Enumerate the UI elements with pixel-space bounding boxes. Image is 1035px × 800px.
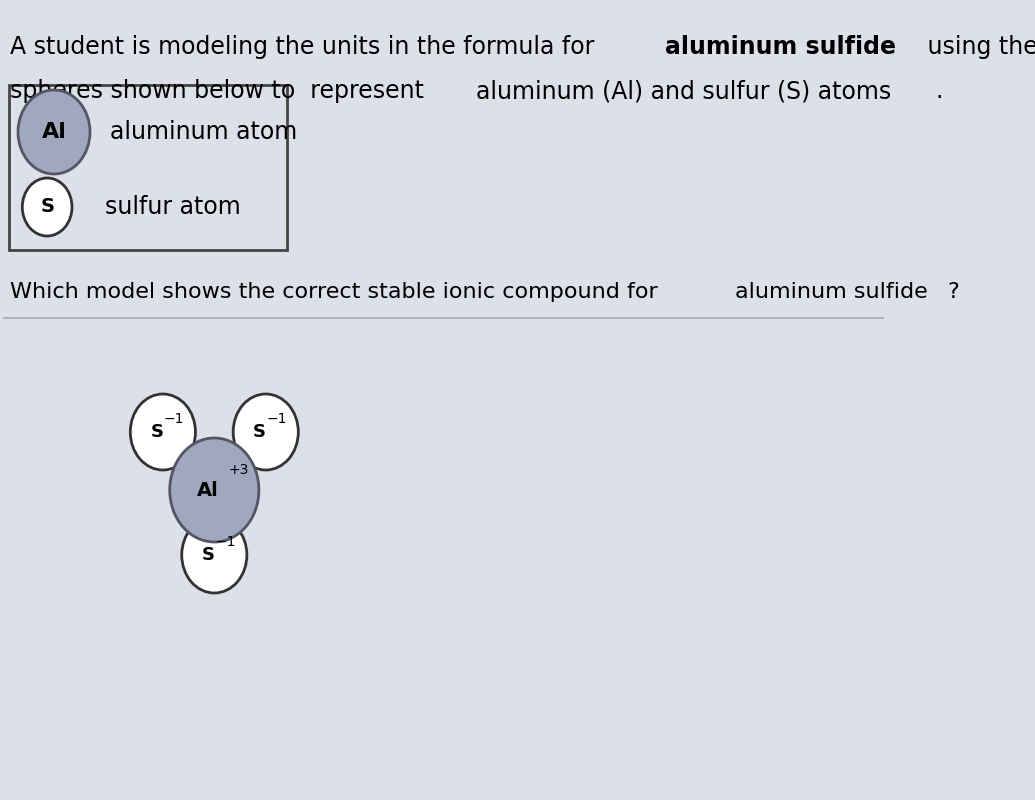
Text: +3: +3 [228,463,248,477]
Text: .: . [936,79,943,103]
Text: aluminum atom: aluminum atom [110,120,297,144]
Text: S: S [202,546,215,564]
Circle shape [23,178,72,236]
Circle shape [130,394,196,470]
Text: Al: Al [41,122,66,142]
Text: aluminum (Al) and sulfur (S) atoms: aluminum (Al) and sulfur (S) atoms [476,79,892,103]
Text: using the: using the [920,35,1035,59]
Text: S: S [40,198,54,217]
Text: S: S [150,423,164,441]
Text: spheres shown below to  represent: spheres shown below to represent [10,79,432,103]
Text: A student is modeling the units in the formula for: A student is modeling the units in the f… [10,35,602,59]
FancyBboxPatch shape [8,85,287,250]
Text: S: S [254,423,266,441]
Text: sulfur atom: sulfur atom [106,195,241,219]
Text: aluminum sulfide: aluminum sulfide [664,35,896,59]
Text: −1: −1 [215,535,236,549]
Circle shape [182,517,247,593]
Text: −1: −1 [164,412,184,426]
Text: −1: −1 [267,412,287,426]
Text: Which model shows the correct stable ionic compound for: Which model shows the correct stable ion… [10,282,666,302]
Circle shape [233,394,298,470]
Text: ?: ? [948,282,959,302]
Circle shape [170,438,259,542]
Text: aluminum sulfide: aluminum sulfide [735,282,927,302]
Circle shape [18,90,90,174]
Text: Al: Al [197,481,218,499]
